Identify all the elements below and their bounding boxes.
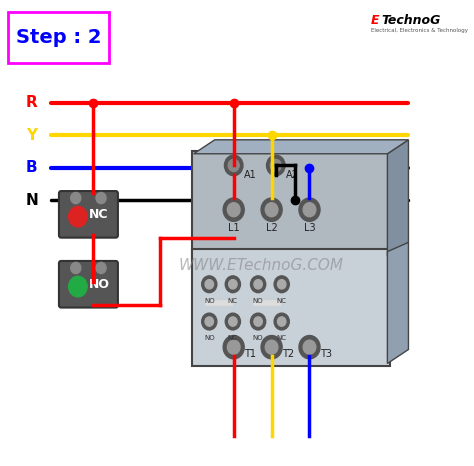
FancyBboxPatch shape: [9, 12, 109, 63]
Circle shape: [299, 336, 320, 359]
Circle shape: [303, 203, 316, 217]
Text: L2: L2: [266, 223, 277, 233]
Circle shape: [265, 340, 278, 354]
Text: NC: NC: [89, 208, 109, 221]
Circle shape: [261, 198, 282, 221]
FancyBboxPatch shape: [59, 261, 118, 308]
Circle shape: [270, 159, 281, 171]
Text: NC: NC: [228, 298, 238, 303]
Circle shape: [96, 262, 106, 274]
Circle shape: [266, 155, 285, 176]
Circle shape: [228, 317, 237, 326]
Circle shape: [251, 276, 266, 293]
Circle shape: [223, 336, 244, 359]
Circle shape: [69, 276, 87, 297]
Text: Electrical, Electronics & Technology: Electrical, Electronics & Technology: [371, 28, 467, 33]
Text: L1: L1: [228, 223, 239, 233]
Bar: [253, 300, 280, 305]
Circle shape: [228, 340, 240, 354]
Text: NC: NC: [228, 335, 238, 341]
Circle shape: [277, 317, 286, 326]
Text: Step : 2: Step : 2: [16, 28, 102, 47]
Text: Y: Y: [26, 128, 37, 143]
Circle shape: [299, 198, 320, 221]
Text: T2: T2: [282, 349, 294, 359]
Text: WWW.ETechnoG.COM: WWW.ETechnoG.COM: [179, 258, 344, 273]
Circle shape: [96, 192, 106, 204]
Circle shape: [228, 280, 237, 289]
Text: A1: A1: [244, 170, 257, 180]
Text: L3: L3: [304, 223, 315, 233]
Circle shape: [69, 206, 87, 227]
Text: NC: NC: [277, 335, 287, 341]
Circle shape: [71, 262, 81, 274]
Text: NO: NO: [89, 278, 109, 291]
FancyBboxPatch shape: [59, 191, 118, 238]
Text: T1: T1: [244, 349, 256, 359]
Circle shape: [202, 276, 217, 293]
Polygon shape: [387, 140, 409, 256]
Circle shape: [223, 198, 244, 221]
Text: NO: NO: [253, 335, 264, 341]
Text: E: E: [371, 14, 379, 27]
Circle shape: [202, 313, 217, 330]
FancyBboxPatch shape: [191, 249, 390, 366]
Polygon shape: [194, 140, 409, 154]
Text: NC: NC: [277, 298, 287, 303]
Polygon shape: [387, 242, 409, 363]
Circle shape: [274, 276, 289, 293]
Text: R: R: [26, 95, 37, 110]
Circle shape: [225, 276, 240, 293]
FancyBboxPatch shape: [191, 151, 390, 259]
Circle shape: [254, 280, 262, 289]
Text: N: N: [25, 193, 38, 208]
Circle shape: [71, 192, 81, 204]
Circle shape: [265, 203, 278, 217]
Circle shape: [251, 313, 266, 330]
Text: NO: NO: [204, 335, 215, 341]
Circle shape: [254, 317, 262, 326]
Circle shape: [274, 313, 289, 330]
Circle shape: [205, 317, 213, 326]
Circle shape: [261, 336, 282, 359]
Circle shape: [228, 159, 239, 171]
Circle shape: [225, 313, 240, 330]
Text: A2: A2: [286, 170, 299, 180]
Text: T3: T3: [320, 349, 332, 359]
Bar: [205, 300, 232, 305]
Circle shape: [205, 280, 213, 289]
Circle shape: [303, 340, 316, 354]
Circle shape: [224, 155, 243, 176]
Circle shape: [277, 280, 286, 289]
Text: NO: NO: [204, 298, 215, 303]
Circle shape: [228, 203, 240, 217]
Text: TechnoG: TechnoG: [381, 14, 440, 27]
Text: NO: NO: [253, 298, 264, 303]
Text: B: B: [26, 160, 37, 175]
